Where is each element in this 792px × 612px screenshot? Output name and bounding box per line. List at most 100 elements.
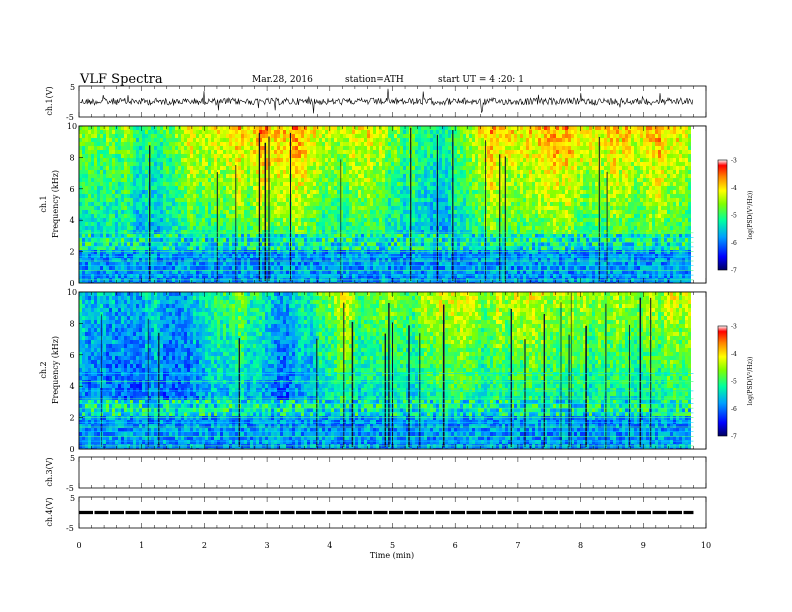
spectrogram-cell <box>97 198 100 202</box>
spectrogram-cell <box>220 238 223 242</box>
spectrogram-cell <box>85 190 88 194</box>
spectrogram-cell <box>322 226 325 230</box>
spectrogram-cell <box>313 214 316 218</box>
spectrogram-cell <box>142 150 145 154</box>
spectrogram-cell <box>286 266 289 270</box>
spectrogram-cell <box>175 186 178 190</box>
spectrogram-cell <box>307 134 310 138</box>
spectrogram-cell <box>286 170 289 174</box>
spectrogram-cell <box>397 130 400 134</box>
spectrogram-cell <box>253 190 256 194</box>
spectrogram-cell <box>418 138 421 142</box>
spectrogram-cell <box>439 146 442 150</box>
spectrogram-cell <box>448 150 451 154</box>
spectrogram-cell <box>208 242 211 246</box>
spectrogram-cell <box>244 182 247 186</box>
spectrogram-cell <box>421 130 424 134</box>
spectrogram-cell <box>238 202 241 206</box>
spectrogram-cell <box>364 154 367 158</box>
spectrogram-cell <box>250 142 253 146</box>
spectrogram-cell <box>169 198 172 202</box>
spectrogram-cell <box>271 134 274 138</box>
spectrogram-cell <box>175 198 178 202</box>
spectrogram-cell <box>331 138 334 142</box>
spectrogram-cell <box>334 210 337 214</box>
spectrogram-cell <box>109 154 112 158</box>
spectrogram-cell <box>274 142 277 146</box>
spectrogram-cell <box>88 186 91 190</box>
spectrogram-cell <box>85 174 88 178</box>
spectrogram-cell <box>415 230 418 234</box>
spectrogram-cell <box>130 182 133 186</box>
spectrogram-cell <box>325 226 328 230</box>
spectrogram-cell <box>214 138 217 142</box>
spectrogram-cell <box>442 174 445 178</box>
spectrogram-cell <box>301 126 304 130</box>
spectrogram-cell <box>172 190 175 194</box>
spectrogram-cell <box>343 198 346 202</box>
spectrogram-cell <box>163 162 166 166</box>
spectrogram-cell <box>208 174 211 178</box>
spectrogram-cell <box>220 202 223 206</box>
spectrogram-cell <box>100 150 103 154</box>
spectrogram-cell <box>442 230 445 234</box>
spectrogram-cell <box>91 258 94 262</box>
spectrogram-cell <box>370 182 373 186</box>
spectrogram-cell <box>184 194 187 198</box>
spectrogram-cell <box>334 138 337 142</box>
spectrogram-cell <box>412 182 415 186</box>
spectrogram-cell <box>397 170 400 174</box>
spectrogram-cell <box>343 194 346 198</box>
spectrogram-cell <box>331 266 334 270</box>
spectrogram-cell <box>220 230 223 234</box>
spectrogram-cell <box>244 202 247 206</box>
spectrogram-cell <box>343 182 346 186</box>
spectrogram-cell <box>91 250 94 254</box>
spectrogram-cell <box>286 250 289 254</box>
spectrogram-cell <box>394 202 397 206</box>
spectrogram-cell <box>418 154 421 158</box>
spectrogram-cell <box>238 182 241 186</box>
spectrogram-cell <box>145 158 148 162</box>
spectrogram-cell <box>415 174 418 178</box>
spectrogram-cell <box>175 126 178 130</box>
spectrogram-cell <box>196 222 199 226</box>
spectrogram-cell <box>220 242 223 246</box>
spectrogram-cell <box>223 142 226 146</box>
spectrogram-cell <box>334 194 337 198</box>
spectrogram-cell <box>364 142 367 146</box>
spectrogram-cell <box>400 266 403 270</box>
spectrogram-cell <box>175 266 178 270</box>
spectrogram-cell <box>118 242 121 246</box>
spectrogram-cell <box>358 206 361 210</box>
spectrogram-cell <box>373 210 376 214</box>
spectrogram-cell <box>433 210 436 214</box>
spectrogram-cell <box>184 138 187 142</box>
spectrogram-cell <box>154 250 157 254</box>
spectrogram-cell <box>394 226 397 230</box>
spectrogram-cell <box>376 218 379 222</box>
spectrogram-cell <box>88 274 91 278</box>
spectrogram-cell <box>190 170 193 174</box>
spectrogram-cell <box>100 218 103 222</box>
spectrogram-cell <box>163 130 166 134</box>
spectrogram-cell <box>433 146 436 150</box>
spectrogram-cell <box>403 206 406 210</box>
spectrogram-cell <box>376 230 379 234</box>
spectrogram-cell <box>166 194 169 198</box>
spectrogram-cell <box>214 162 217 166</box>
spectrogram-cell <box>139 230 142 234</box>
spectrogram-cell <box>349 186 352 190</box>
spectrogram-cell <box>412 150 415 154</box>
spectrogram-cell <box>310 238 313 242</box>
spectrogram-cell <box>364 210 367 214</box>
spectrogram-cell <box>121 174 124 178</box>
spectrogram-cell <box>400 218 403 222</box>
spectrogram-cell <box>343 250 346 254</box>
spectrogram-cell <box>403 178 406 182</box>
spectrogram-cell <box>403 274 406 278</box>
spectrogram-cell <box>103 206 106 210</box>
spectrogram-cell <box>172 230 175 234</box>
spectrogram-cell <box>373 222 376 226</box>
spectrogram-cell <box>385 258 388 262</box>
